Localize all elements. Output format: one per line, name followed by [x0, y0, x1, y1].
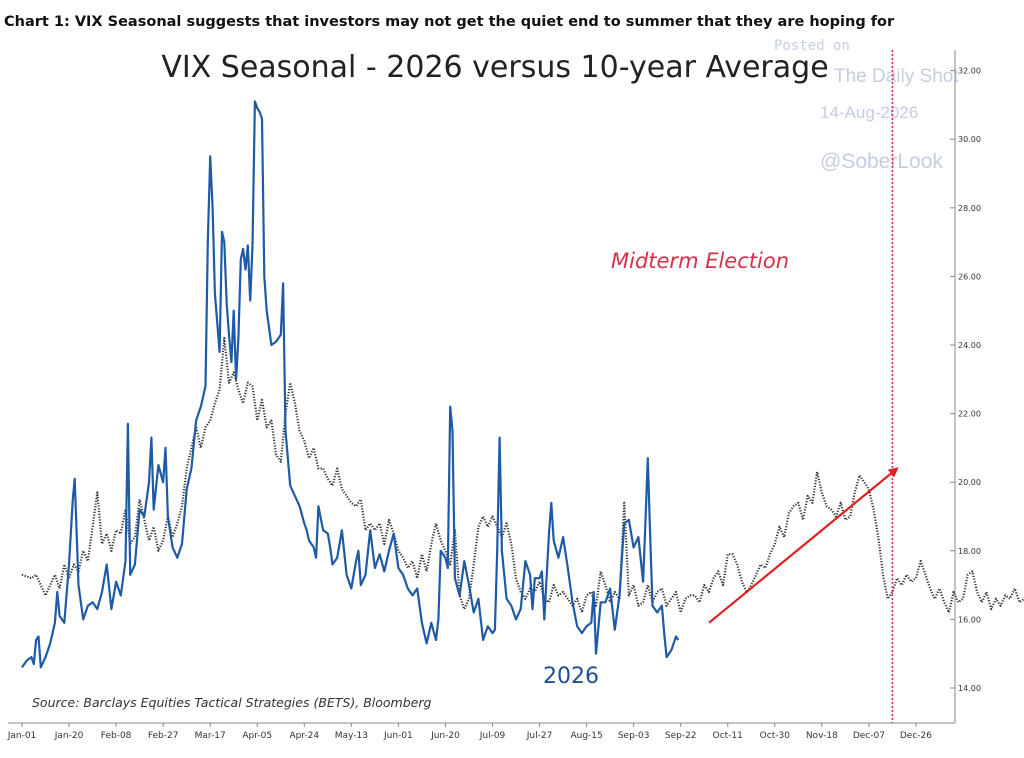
x-tick-label: Jul-27 — [526, 731, 553, 741]
watermark-date: 14-Aug-2026 — [820, 103, 919, 122]
y-tick-label: 26.00 — [958, 272, 981, 281]
x-tick-label: Feb-08 — [101, 731, 132, 741]
chart-headline: Chart 1: VIX Seasonal suggests that inve… — [4, 14, 895, 30]
y-tick-label: 24.00 — [958, 341, 981, 350]
y-axis-ticks: 14.00 16.00 18.00 20.00 22.00 24.00 26.00 28.00… — [950, 67, 981, 693]
x-tick-label: Aug-15 — [570, 731, 602, 741]
x-tick-label: Jan-20 — [54, 731, 84, 741]
y-tick-label: 18.00 — [958, 547, 981, 556]
trend-arrow — [708, 467, 899, 624]
x-tick-label: Jan-01 — [7, 731, 37, 741]
x-tick-label: May-13 — [335, 731, 368, 741]
midterm-election-label: Midterm Election — [611, 249, 789, 273]
x-tick-label: Apr-24 — [289, 731, 319, 741]
y-tick-label: 30.00 — [958, 135, 981, 144]
series-line-10-year-average — [21, 337, 1024, 614]
x-tick-label: Feb-27 — [148, 731, 179, 741]
watermark-publication: The Daily Shot — [834, 66, 959, 87]
series-line-2026 — [21, 100, 680, 669]
chart-title: VIX Seasonal - 2026 versus 10-year Avera… — [161, 50, 829, 85]
y-tick-label: 32.00 — [958, 67, 981, 76]
x-tick-label: Nov-18 — [806, 731, 838, 741]
y-tick-label: 20.00 — [958, 478, 981, 487]
x-tick-label: Dec-26 — [900, 731, 932, 741]
y-tick-label: 14.00 — [958, 684, 981, 693]
x-tick-label: Jun-20 — [430, 731, 460, 741]
x-tick-label: Sep-22 — [665, 731, 697, 741]
x-tick-label: Oct-11 — [713, 731, 743, 741]
x-tick-label: Mar-17 — [195, 731, 226, 741]
watermark-posted: Posted on — [774, 38, 850, 54]
y-tick-label: 22.00 — [958, 410, 981, 419]
x-tick-label: Sep-03 — [618, 731, 650, 741]
x-tick-label: Jul-09 — [479, 731, 506, 741]
x-tick-label: Apr-05 — [242, 731, 272, 741]
y-tick-label: 16.00 — [958, 615, 981, 624]
series-2026-label: 2026 — [543, 664, 599, 689]
x-tick-label: Oct-30 — [760, 731, 791, 741]
y-tick-label: 28.00 — [958, 204, 981, 213]
series-layer — [21, 100, 1024, 669]
watermark-handle: @SoberLook — [820, 150, 943, 173]
x-axis-ticks: Jan-01 Jan-20 Feb-08 Feb-27 Mar-17 Apr-05 Apr-… — [7, 723, 932, 741]
x-tick-label: Jun-01 — [383, 731, 413, 741]
x-tick-label: Dec-07 — [853, 731, 885, 741]
source-note: Source: Barclays Equities Tactical Strat… — [32, 695, 431, 710]
